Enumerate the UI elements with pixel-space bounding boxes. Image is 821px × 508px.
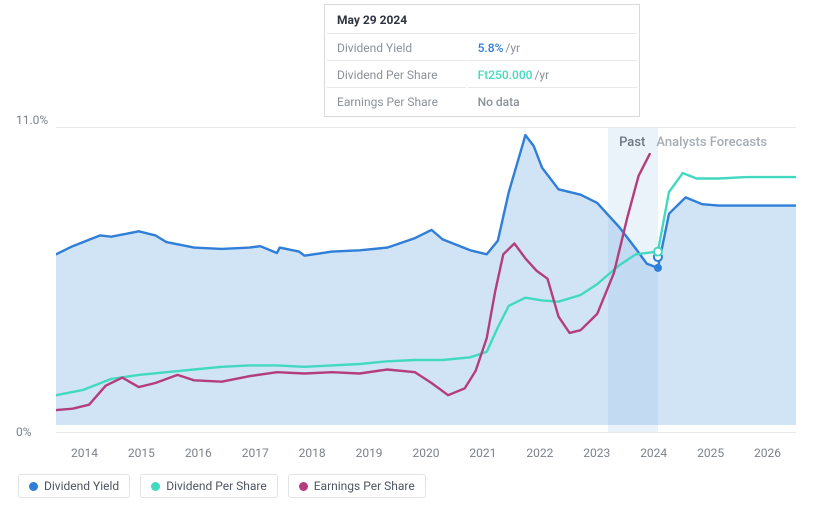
tooltip-row-value: Ft250.000/yr bbox=[468, 63, 637, 88]
tooltip-row-value: 5.8%/yr bbox=[468, 36, 637, 61]
legend-label: Earnings Per Share bbox=[314, 479, 415, 493]
y-axis-label-bottom: 0% bbox=[16, 425, 32, 439]
chart-container: May 29 2024 Dividend Yield 5.8%/yr Divid… bbox=[0, 0, 821, 508]
x-tick-label: 2022 bbox=[511, 446, 568, 460]
legend: Dividend Yield Dividend Per Share Earnin… bbox=[18, 474, 426, 498]
y-axis-label-top: 11.0% bbox=[16, 113, 48, 127]
hover-tooltip: May 29 2024 Dividend Yield 5.8%/yr Divid… bbox=[324, 4, 640, 117]
x-tick-label: 2023 bbox=[568, 446, 625, 460]
chart-svg bbox=[56, 120, 796, 430]
x-tick-label: 2024 bbox=[625, 446, 682, 460]
x-tick-label: 2014 bbox=[56, 446, 113, 460]
x-tick-label: 2017 bbox=[227, 446, 284, 460]
tooltip-row-label: Dividend Per Share bbox=[327, 63, 466, 88]
tooltip-row-value: No data bbox=[468, 90, 637, 114]
tooltip-row-label: Dividend Yield bbox=[327, 36, 466, 61]
legend-dot-icon bbox=[299, 482, 308, 491]
legend-item-dividend-per-share[interactable]: Dividend Per Share bbox=[140, 474, 278, 498]
legend-label: Dividend Yield bbox=[44, 479, 119, 493]
legend-label: Dividend Per Share bbox=[166, 479, 267, 493]
legend-dot-icon bbox=[29, 482, 38, 491]
x-axis-labels: 2014201520162017201820192020202120222023… bbox=[56, 446, 796, 460]
x-tick-label: 2019 bbox=[341, 446, 398, 460]
legend-item-dividend-yield[interactable]: Dividend Yield bbox=[18, 474, 130, 498]
x-tick-label: 2021 bbox=[454, 446, 511, 460]
x-tick-label: 2026 bbox=[739, 446, 796, 460]
x-tick-label: 2020 bbox=[398, 446, 455, 460]
tooltip-date: May 29 2024 bbox=[327, 7, 637, 34]
x-tick-label: 2018 bbox=[284, 446, 341, 460]
plot-area[interactable] bbox=[56, 120, 796, 430]
x-tick-label: 2015 bbox=[113, 446, 170, 460]
x-tick-label: 2016 bbox=[170, 446, 227, 460]
legend-item-earnings-per-share[interactable]: Earnings Per Share bbox=[288, 474, 426, 498]
legend-dot-icon bbox=[151, 482, 160, 491]
x-tick-label: 2025 bbox=[682, 446, 739, 460]
gridline bbox=[56, 432, 796, 433]
tooltip-row-label: Earnings Per Share bbox=[327, 90, 466, 114]
